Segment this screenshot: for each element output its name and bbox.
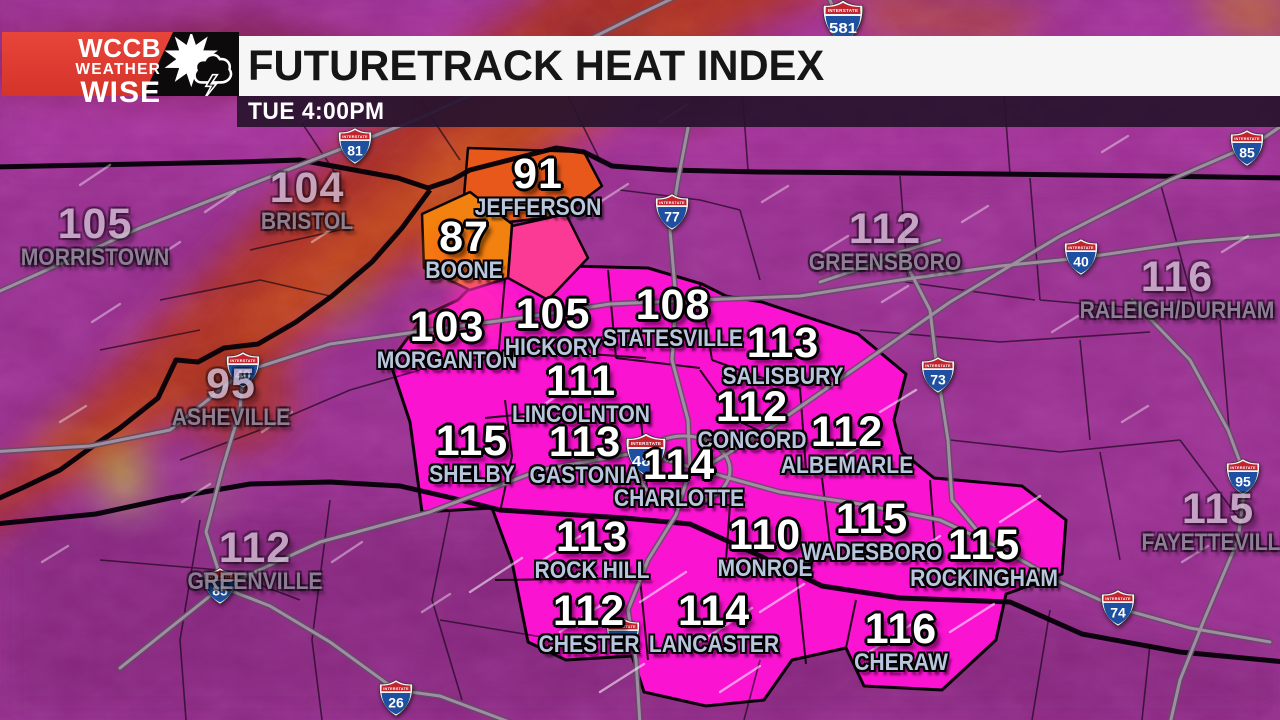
state-lines (0, 145, 1280, 665)
sun-storm-icon (163, 34, 233, 96)
header-banner: FUTURETRACK HEAT INDEX TUE 4:00PM (0, 0, 1280, 130)
logo-weather: WEATHER (75, 61, 161, 78)
wccb-weatherwise-logo: WCCB WEATHER WISE (2, 32, 239, 107)
timestamp: TUE 4:00PM (248, 98, 385, 125)
title-banner: FUTURETRACK HEAT INDEX (200, 36, 1280, 96)
logo-wccb: WCCB (78, 33, 161, 63)
logo-wise: WISE (80, 75, 161, 109)
page-title: FUTURETRACK HEAT INDEX (248, 42, 825, 90)
logo-text: WCCB WEATHER WISE (75, 35, 161, 108)
timestamp-bar: TUE 4:00PM (237, 96, 1280, 127)
